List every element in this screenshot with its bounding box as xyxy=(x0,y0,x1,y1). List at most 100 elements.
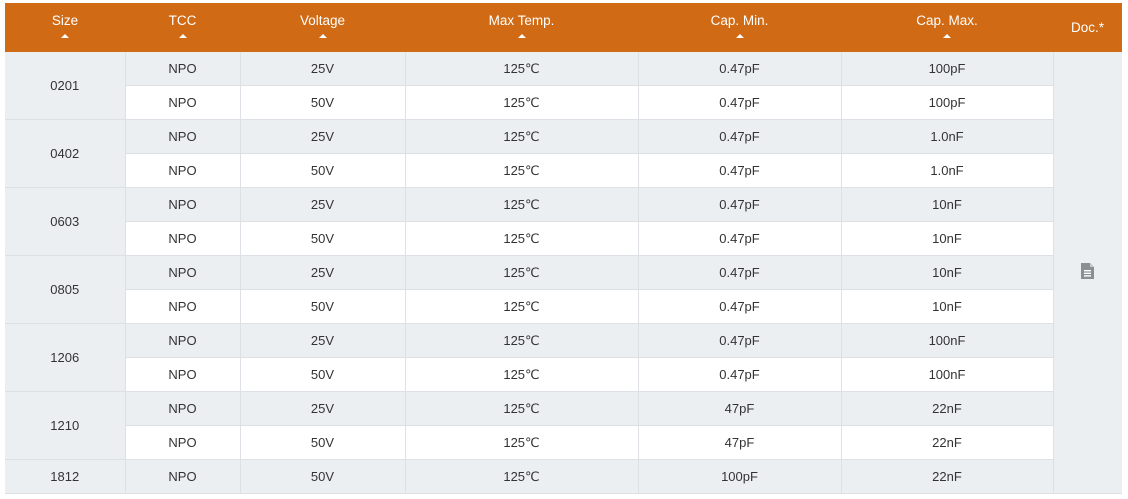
document-icon[interactable] xyxy=(1081,263,1095,279)
table-row: NPO 50V 125℃ 47pF 22nF xyxy=(5,425,1122,460)
table-row: NPO 50V 125℃ 0.47pF 10nF xyxy=(5,289,1122,324)
cell-cap-max: 22nF xyxy=(840,425,1053,460)
cell-cap-min: 0.47pF xyxy=(637,255,841,290)
header-label: Doc.* xyxy=(1070,20,1104,35)
cell-tcc: NPO xyxy=(124,425,240,460)
cell-size: 1210 xyxy=(5,391,125,460)
sort-asc-icon[interactable] xyxy=(178,34,187,38)
cell-size: 0805 xyxy=(5,255,125,324)
cell-tcc: NPO xyxy=(124,153,240,188)
cell-cap-min: 0.47pF xyxy=(637,221,841,256)
cell-voltage: 25V xyxy=(239,187,405,222)
cell-voltage: 25V xyxy=(239,391,405,426)
cell-max-temp: 125℃ xyxy=(404,119,638,154)
column-header-max-temp[interactable]: Max Temp. xyxy=(405,3,638,52)
cell-voltage: 25V xyxy=(239,255,405,290)
cell-tcc: NPO xyxy=(124,119,240,154)
table-row: 0805 NPO 25V 125℃ 0.47pF 10nF xyxy=(5,255,1122,324)
column-header-cap-max[interactable]: Cap. Max. xyxy=(841,3,1053,52)
capacitor-spec-table: Size TCC Voltage Max Temp. Cap. Min. Cap… xyxy=(5,3,1122,494)
cell-cap-min: 0.47pF xyxy=(637,357,841,392)
cell-tcc: NPO xyxy=(124,459,240,494)
cell-cap-max: 10nF xyxy=(840,255,1053,290)
table-row: 0402 NPO 25V 125℃ 0.47pF 1.0nF xyxy=(5,119,1122,188)
header-label: Max Temp. xyxy=(488,13,555,28)
cell-max-temp: 125℃ xyxy=(404,187,638,222)
cell-max-temp: 125℃ xyxy=(404,459,638,494)
cell-cap-max: 100nF xyxy=(840,357,1053,392)
cell-voltage: 50V xyxy=(239,153,405,188)
cell-cap-min: 0.47pF xyxy=(637,52,841,86)
column-header-doc: Doc.* xyxy=(1053,3,1122,52)
cell-max-temp: 125℃ xyxy=(404,221,638,256)
header-label: Cap. Max. xyxy=(916,13,978,28)
cell-cap-min: 100pF xyxy=(637,459,841,494)
cell-cap-min: 0.47pF xyxy=(637,323,841,358)
cell-size: 0402 xyxy=(5,119,125,188)
cell-tcc: NPO xyxy=(124,323,240,358)
table-row: 1206 NPO 25V 125℃ 0.47pF 100nF xyxy=(5,323,1122,392)
cell-voltage: 50V xyxy=(239,289,405,324)
cell-voltage: 50V xyxy=(239,221,405,256)
column-header-tcc[interactable]: TCC xyxy=(125,3,240,52)
sort-asc-icon[interactable] xyxy=(735,34,744,38)
header-label: TCC xyxy=(168,13,197,28)
column-header-size[interactable]: Size xyxy=(5,3,125,52)
cell-tcc: NPO xyxy=(124,52,240,86)
table-row: 1210 NPO 25V 125℃ 47pF 22nF xyxy=(5,391,1122,460)
capacitor-table-container: Size TCC Voltage Max Temp. Cap. Min. Cap… xyxy=(5,3,1122,494)
table-row: 1812 NPO 50V 125℃ 100pF 22nF xyxy=(5,459,1122,494)
cell-max-temp: 125℃ xyxy=(404,255,638,290)
cell-cap-min: 47pF xyxy=(637,391,841,426)
cell-voltage: 50V xyxy=(239,459,405,494)
cell-doc xyxy=(1052,52,1122,494)
table-row: NPO 50V 125℃ 0.47pF 100nF xyxy=(5,357,1122,392)
cell-cap-max: 10nF xyxy=(840,289,1053,324)
header-label: Voltage xyxy=(299,13,346,28)
table-row: 0603 NPO 25V 125℃ 0.47pF 10nF xyxy=(5,187,1122,256)
cell-cap-min: 47pF xyxy=(637,425,841,460)
header-label: Size xyxy=(51,13,79,28)
cell-cap-max: 100pF xyxy=(840,85,1053,120)
cell-cap-min: 0.47pF xyxy=(637,289,841,324)
header-row: Size TCC Voltage Max Temp. Cap. Min. Cap… xyxy=(5,3,1122,52)
cell-voltage: 50V xyxy=(239,85,405,120)
cell-tcc: NPO xyxy=(124,187,240,222)
cell-size: 1206 xyxy=(5,323,125,392)
cell-cap-max: 22nF xyxy=(840,459,1053,494)
cell-cap-min: 0.47pF xyxy=(637,153,841,188)
cell-tcc: NPO xyxy=(124,85,240,120)
cell-tcc: NPO xyxy=(124,357,240,392)
cell-cap-max: 1.0nF xyxy=(840,153,1053,188)
cell-tcc: NPO xyxy=(124,255,240,290)
sort-asc-icon[interactable] xyxy=(943,34,951,38)
table-row: NPO 50V 125℃ 0.47pF 1.0nF xyxy=(5,153,1122,188)
cell-cap-max: 22nF xyxy=(840,391,1053,426)
cell-cap-max: 10nF xyxy=(840,221,1053,256)
cell-voltage: 50V xyxy=(239,357,405,392)
cell-size: 0201 xyxy=(5,52,125,120)
cell-cap-max: 10nF xyxy=(840,187,1053,222)
sort-asc-icon[interactable] xyxy=(517,34,526,38)
table-row: NPO 50V 125℃ 0.47pF 100pF xyxy=(5,85,1122,120)
column-header-voltage[interactable]: Voltage xyxy=(240,3,405,52)
cell-tcc: NPO xyxy=(124,289,240,324)
cell-cap-min: 0.47pF xyxy=(637,187,841,222)
sort-asc-icon[interactable] xyxy=(318,34,327,38)
cell-max-temp: 125℃ xyxy=(404,357,638,392)
cell-cap-max: 100pF xyxy=(840,52,1053,86)
sort-asc-icon[interactable] xyxy=(61,34,69,38)
table-body: 0201 NPO 25V 125℃ 0.47pF 100pF NPO 50V 125℃ 0.47p… xyxy=(5,52,1122,494)
table-row: NPO 50V 125℃ 0.47pF 10nF xyxy=(5,221,1122,256)
column-header-cap-min[interactable]: Cap. Min. xyxy=(638,3,841,52)
cell-cap-max: 100nF xyxy=(840,323,1053,358)
cell-voltage: 25V xyxy=(239,323,405,358)
cell-max-temp: 125℃ xyxy=(404,425,638,460)
cell-max-temp: 125℃ xyxy=(404,323,638,358)
table-row: 0201 NPO 25V 125℃ 0.47pF 100pF xyxy=(5,52,1122,494)
cell-size: 1812 xyxy=(5,459,125,494)
cell-voltage: 25V xyxy=(239,52,405,86)
cell-size: 0603 xyxy=(5,187,125,256)
cell-voltage: 50V xyxy=(239,425,405,460)
cell-max-temp: 125℃ xyxy=(404,391,638,426)
